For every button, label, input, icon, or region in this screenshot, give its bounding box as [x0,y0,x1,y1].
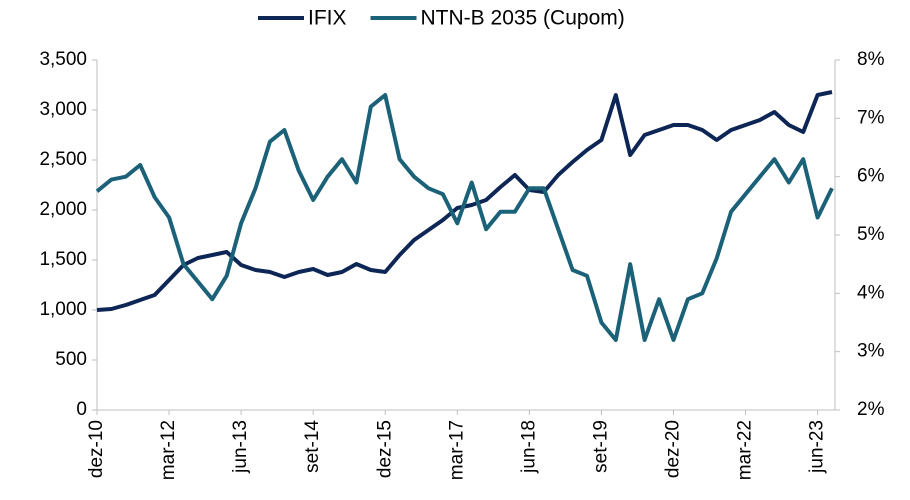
y-tick-label: 3,500 [39,49,87,70]
y2-tick-label: 3% [857,341,885,362]
x-tick-label: set-19 [590,420,611,473]
x-tick-label: dez-10 [86,420,107,478]
y2-tick-label: 6% [857,166,885,187]
x-tick-label: jun-18 [518,420,539,474]
legend-label: IFIX [308,7,347,30]
x-tick-label: dez-15 [374,420,395,478]
y-tick-label: 3,000 [39,99,87,120]
y-tick-label: 500 [55,349,87,370]
x-tick-label: mar-22 [735,420,756,480]
x-tick-label: set-14 [302,420,323,473]
y-tick-label: 1,500 [39,249,87,270]
y2-tick-label: 4% [857,282,885,303]
x-tick-label: mar-17 [446,420,467,480]
y-tick-label: 0 [76,399,87,420]
x-tick-label: dez-20 [662,420,683,478]
y-tick-label: 2,500 [39,149,87,170]
x-tick-label: mar-12 [158,420,179,480]
y2-tick-label: 2% [857,399,885,420]
x-tick-label: jun-13 [230,420,251,474]
x-tick-label: jun-23 [807,420,828,474]
legend-label: NTN-B 2035 (Cupom) [421,7,625,30]
y-tick-label: 2,000 [39,199,87,220]
y2-tick-label: 8% [857,49,885,70]
y-tick-label: 1,000 [39,299,87,320]
line-series [95,93,834,342]
y2-tick-label: 5% [857,224,885,245]
y2-tick-label: 7% [857,107,885,128]
